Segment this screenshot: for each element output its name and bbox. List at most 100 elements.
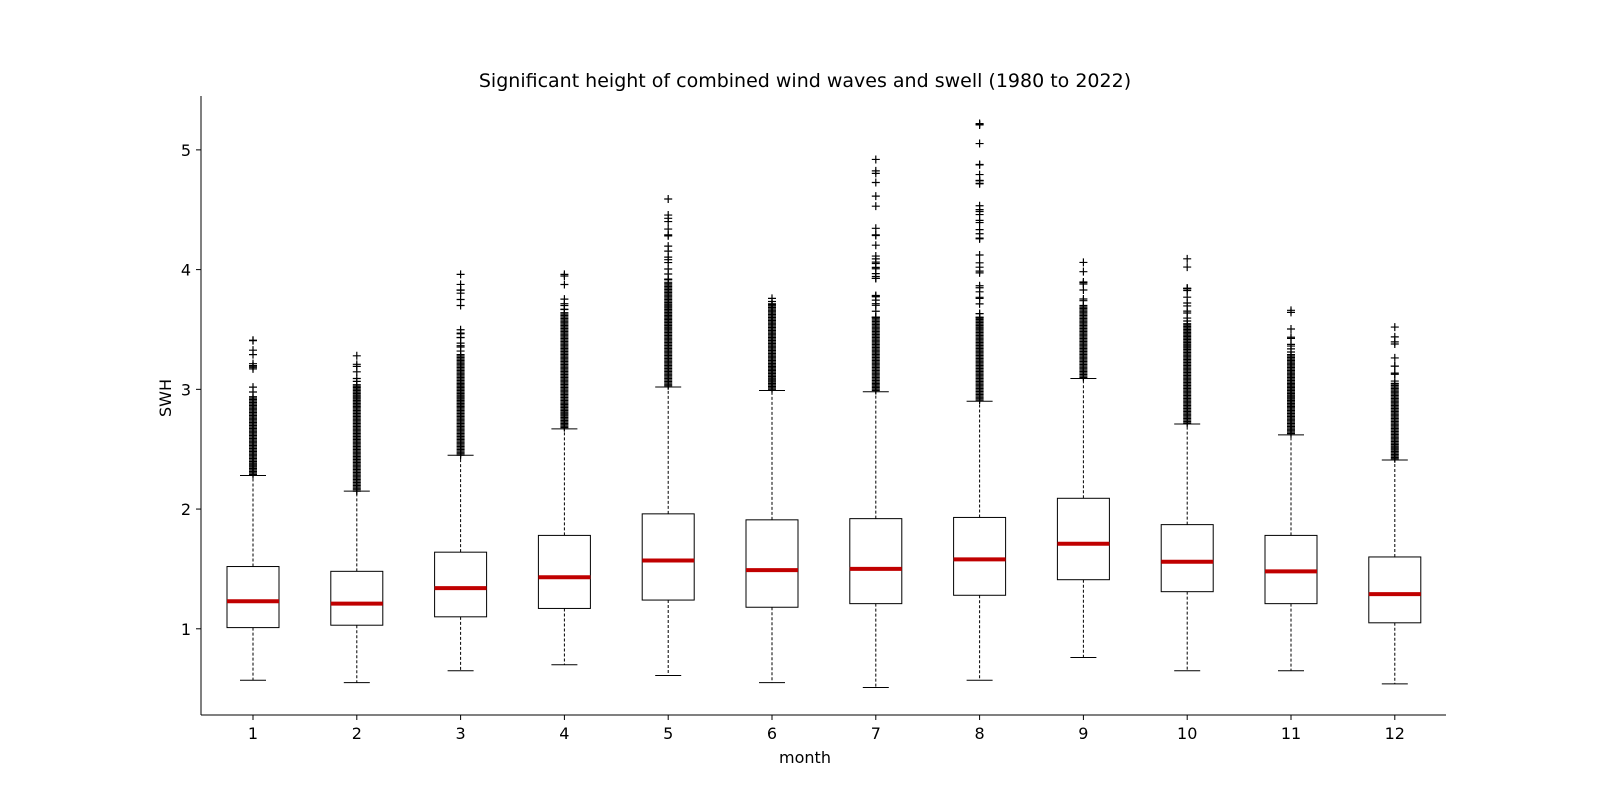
flier-point bbox=[1079, 278, 1088, 287]
flier-point bbox=[456, 286, 465, 295]
flier-point bbox=[249, 359, 257, 368]
flier-point bbox=[871, 166, 880, 175]
iqr-box bbox=[226, 566, 280, 629]
box-month-10 bbox=[1160, 254, 1214, 672]
x-tick-label: 2 bbox=[352, 724, 362, 743]
flier-point bbox=[1390, 369, 1399, 378]
flier-point-max bbox=[975, 119, 984, 128]
box-month-8 bbox=[953, 119, 1007, 681]
flier-point bbox=[249, 350, 257, 359]
chart-title: Significant height of combined wind wave… bbox=[479, 70, 1131, 92]
y-tick-label: 2 bbox=[181, 500, 191, 519]
flier-point bbox=[1390, 362, 1399, 371]
flier-point-max bbox=[249, 336, 257, 345]
flier-point bbox=[871, 241, 880, 250]
fliers bbox=[1390, 323, 1399, 463]
fliers bbox=[249, 336, 257, 479]
flier-point bbox=[1183, 263, 1192, 272]
x-tick-label: 7 bbox=[871, 724, 881, 743]
iqr-box bbox=[330, 570, 384, 626]
x-tick-label: 12 bbox=[1385, 724, 1405, 743]
flier-point bbox=[664, 275, 673, 284]
flier-point-max bbox=[871, 155, 880, 164]
flier-point-max bbox=[664, 194, 673, 203]
fliers bbox=[456, 270, 465, 460]
iqr-box bbox=[434, 551, 488, 618]
flier-point bbox=[664, 214, 673, 223]
flier-point bbox=[1183, 284, 1192, 293]
fliers bbox=[664, 194, 673, 390]
flier-point bbox=[871, 291, 880, 300]
flier-point bbox=[1287, 325, 1295, 334]
flier-point bbox=[664, 242, 673, 251]
x-axis-label: month bbox=[779, 748, 831, 767]
flier-point bbox=[1287, 347, 1295, 356]
flier-point bbox=[975, 229, 984, 238]
flier-point bbox=[1390, 353, 1399, 362]
x-tick-label: 1 bbox=[248, 724, 258, 743]
fliers bbox=[352, 351, 361, 496]
flier-point-max bbox=[1079, 258, 1088, 267]
x-tick-label: 4 bbox=[559, 724, 569, 743]
flier-point bbox=[1390, 379, 1399, 388]
flier-point bbox=[249, 388, 257, 397]
box-month-3 bbox=[434, 270, 488, 672]
flier-point bbox=[1287, 334, 1295, 343]
box-month-5 bbox=[641, 194, 695, 676]
box-month-6 bbox=[745, 294, 799, 684]
flier-point bbox=[352, 377, 361, 386]
flier-point bbox=[975, 313, 984, 322]
fliers bbox=[560, 270, 569, 432]
flier-point bbox=[871, 202, 880, 211]
box-month-7 bbox=[849, 155, 903, 688]
fliers bbox=[1287, 306, 1295, 438]
flier-point bbox=[871, 313, 880, 322]
flier-point bbox=[871, 258, 880, 267]
x-tick-label: 5 bbox=[663, 724, 673, 743]
flier-point bbox=[1390, 332, 1399, 341]
y-tick-label: 3 bbox=[181, 380, 191, 399]
x-tick-label: 3 bbox=[456, 724, 466, 743]
x-tick-label: 10 bbox=[1177, 724, 1197, 743]
iqr-box bbox=[537, 534, 591, 609]
y-tick-label: 4 bbox=[181, 261, 191, 280]
x-tick-label: 8 bbox=[975, 724, 985, 743]
y-axis-label: SWH bbox=[156, 379, 175, 417]
fliers bbox=[871, 155, 880, 395]
box-month-9 bbox=[1056, 258, 1110, 659]
flier-point bbox=[456, 301, 465, 310]
flier-point bbox=[871, 231, 880, 240]
iqr-box bbox=[1368, 556, 1422, 624]
flier-point bbox=[1079, 296, 1088, 305]
flier-point bbox=[1183, 307, 1192, 316]
iqr-box bbox=[745, 519, 799, 608]
flier-point bbox=[664, 258, 673, 267]
fliers bbox=[975, 119, 984, 405]
flier-point bbox=[975, 281, 984, 290]
flier-point bbox=[560, 280, 569, 289]
box-month-4 bbox=[537, 270, 591, 666]
flier-point bbox=[1183, 293, 1192, 302]
flier-point bbox=[975, 160, 984, 169]
flier-point bbox=[871, 224, 880, 233]
iqr-box bbox=[849, 518, 903, 605]
iqr-box bbox=[1160, 524, 1214, 593]
flier-point bbox=[975, 170, 984, 179]
fliers bbox=[1079, 258, 1088, 382]
flier-point-max bbox=[768, 294, 776, 303]
flier-point bbox=[975, 250, 984, 259]
fliers bbox=[1183, 254, 1192, 427]
flier-point bbox=[975, 263, 984, 272]
flier-point bbox=[871, 192, 880, 201]
iqr-box bbox=[953, 516, 1007, 596]
box-month-2 bbox=[330, 351, 384, 684]
flier-point bbox=[352, 360, 361, 369]
flier-point-max bbox=[1183, 254, 1192, 263]
flier-point bbox=[1390, 339, 1399, 348]
flier-point bbox=[456, 329, 465, 338]
y-tick-label: 5 bbox=[181, 141, 191, 160]
flier-point bbox=[975, 294, 984, 303]
x-tick-label: 6 bbox=[767, 724, 777, 743]
x-tick-label: 9 bbox=[1078, 724, 1088, 743]
